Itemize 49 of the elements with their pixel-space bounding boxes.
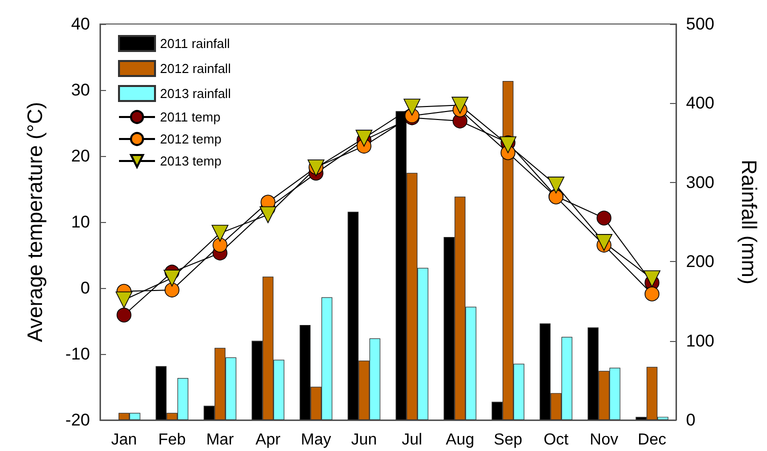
legend-label: 2012 rainfall xyxy=(160,61,231,76)
point xyxy=(116,308,132,322)
x-tick-label: Feb xyxy=(158,432,186,448)
point xyxy=(164,270,180,286)
x-tick-label: Aug xyxy=(446,432,474,448)
y2-tick-label: 0 xyxy=(686,410,696,430)
point xyxy=(212,224,228,242)
y2-tick-label: 200 xyxy=(686,252,714,272)
point xyxy=(596,210,612,226)
x-tick-label: Jul xyxy=(402,432,422,448)
legend-label: 2013 temp xyxy=(160,154,222,168)
point xyxy=(116,291,132,308)
point xyxy=(548,176,564,194)
point xyxy=(356,130,372,147)
x-tick-label: Jun xyxy=(351,432,377,448)
y-axis-title: Average temperature (°C) xyxy=(24,102,47,342)
y2-tick-label: 300 xyxy=(686,172,714,192)
point xyxy=(644,270,660,288)
y2-axis-title: Rainfall (mm) xyxy=(737,160,760,284)
y-tick-label: -20 xyxy=(65,410,90,430)
y-tick-label: 0 xyxy=(80,278,90,298)
point xyxy=(644,286,660,302)
y-tick-label: 40 xyxy=(71,14,90,34)
point xyxy=(164,282,180,298)
x-tick-label: Apr xyxy=(256,432,282,448)
point xyxy=(500,136,516,154)
y2-tick-label: 100 xyxy=(686,331,714,350)
point xyxy=(212,238,228,252)
y-tick-label: 20 xyxy=(71,146,90,166)
x-tick-label: Nov xyxy=(590,432,618,448)
x-tick-label: May xyxy=(300,432,332,448)
y-tick-label: -10 xyxy=(65,344,90,364)
point xyxy=(260,206,276,224)
x-tick-label: Oct xyxy=(544,432,569,448)
legend-label: 2011 rainfall xyxy=(160,36,230,51)
y-tick-label: 30 xyxy=(71,80,90,100)
x-tick-label: Jan xyxy=(111,432,137,448)
y2-tick-label: 500 xyxy=(686,14,714,34)
legend-label: 2012 temp xyxy=(160,132,222,146)
y2-tick-label: 400 xyxy=(686,94,714,113)
point xyxy=(596,234,612,251)
x-tick-label: Mar xyxy=(206,432,234,448)
y-tick-label: 10 xyxy=(71,212,90,232)
x-tick-label: Dec xyxy=(638,432,666,448)
point xyxy=(404,98,420,116)
point xyxy=(452,96,468,114)
x-tick-label: Sep xyxy=(494,432,522,448)
legend-label: 2013 rainfall xyxy=(160,86,231,101)
legend-label: 2011 temp xyxy=(160,110,220,124)
